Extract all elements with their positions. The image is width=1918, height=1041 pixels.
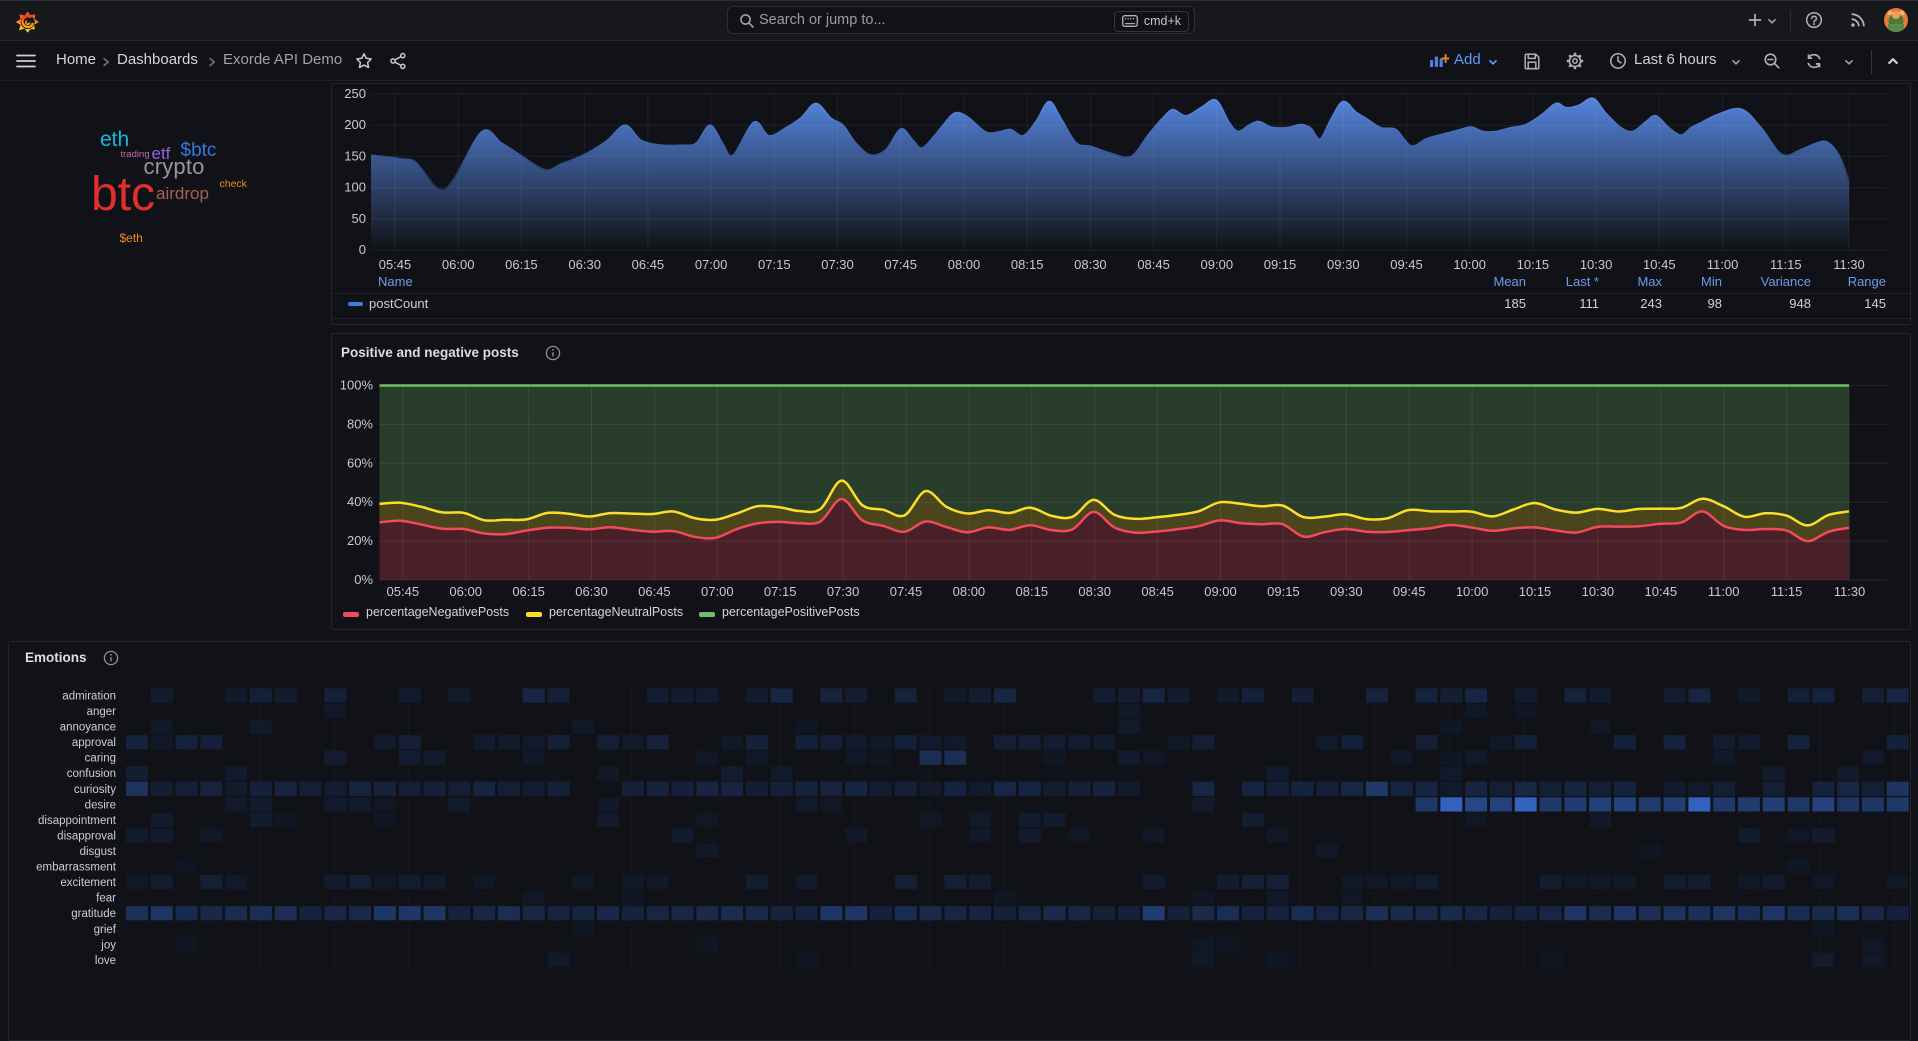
svg-text:09:45: 09:45 xyxy=(1390,257,1423,272)
svg-text:06:30: 06:30 xyxy=(575,584,608,599)
svg-text:08:00: 08:00 xyxy=(948,257,981,272)
svg-text:50: 50 xyxy=(352,211,366,226)
svg-text:09:15: 09:15 xyxy=(1267,584,1300,599)
svg-text:0%: 0% xyxy=(354,572,373,587)
svg-text:caring: caring xyxy=(85,753,116,765)
svg-text:05:45: 05:45 xyxy=(387,584,420,599)
svg-text:embarrassment: embarrassment xyxy=(36,862,117,874)
svg-text:08:30: 08:30 xyxy=(1074,257,1107,272)
svg-text:08:00: 08:00 xyxy=(953,584,986,599)
svg-text:08:15: 08:15 xyxy=(1011,257,1044,272)
svg-text:10:00: 10:00 xyxy=(1453,257,1486,272)
svg-text:07:45: 07:45 xyxy=(884,257,917,272)
svg-text:07:15: 07:15 xyxy=(764,584,797,599)
svg-text:06:00: 06:00 xyxy=(449,584,482,599)
svg-text:10:45: 10:45 xyxy=(1645,584,1678,599)
svg-text:10:30: 10:30 xyxy=(1580,257,1613,272)
svg-text:08:30: 08:30 xyxy=(1078,584,1111,599)
svg-text:11:00: 11:00 xyxy=(1708,584,1740,599)
svg-text:10:45: 10:45 xyxy=(1643,257,1676,272)
svg-text:approval: approval xyxy=(72,737,116,749)
svg-text:09:15: 09:15 xyxy=(1264,257,1297,272)
svg-text:admiration: admiration xyxy=(62,691,116,703)
svg-text:09:30: 09:30 xyxy=(1330,584,1363,599)
svg-text:desire: desire xyxy=(85,799,116,811)
svg-text:11:30: 11:30 xyxy=(1834,584,1866,599)
svg-text:09:00: 09:00 xyxy=(1201,257,1234,272)
svg-text:20%: 20% xyxy=(347,533,373,548)
svg-text:250: 250 xyxy=(344,86,366,101)
svg-text:disapproval: disapproval xyxy=(57,831,116,843)
svg-text:60%: 60% xyxy=(347,455,373,470)
svg-text:150: 150 xyxy=(344,148,366,163)
svg-text:07:45: 07:45 xyxy=(890,584,923,599)
svg-text:anger: anger xyxy=(87,706,117,718)
svg-text:40%: 40% xyxy=(347,494,373,509)
svg-text:09:30: 09:30 xyxy=(1327,257,1360,272)
svg-text:11:15: 11:15 xyxy=(1770,257,1802,272)
svg-text:07:30: 07:30 xyxy=(821,257,854,272)
svg-text:06:45: 06:45 xyxy=(638,584,671,599)
svg-text:80%: 80% xyxy=(347,416,373,431)
svg-text:disappointment: disappointment xyxy=(38,815,117,827)
svg-text:curiosity: curiosity xyxy=(74,784,116,796)
svg-text:10:30: 10:30 xyxy=(1582,584,1615,599)
svg-text:love: love xyxy=(95,955,116,967)
svg-text:disgust: disgust xyxy=(80,846,117,858)
svg-text:09:45: 09:45 xyxy=(1393,584,1426,599)
svg-text:10:15: 10:15 xyxy=(1517,257,1550,272)
svg-text:11:00: 11:00 xyxy=(1707,257,1739,272)
svg-text:06:30: 06:30 xyxy=(568,257,601,272)
svg-text:gratitude: gratitude xyxy=(71,908,116,920)
svg-text:09:00: 09:00 xyxy=(1204,584,1237,599)
svg-text:06:00: 06:00 xyxy=(442,257,475,272)
svg-text:06:15: 06:15 xyxy=(505,257,538,272)
svg-text:07:00: 07:00 xyxy=(701,584,734,599)
svg-text:05:45: 05:45 xyxy=(379,257,412,272)
svg-text:confusion: confusion xyxy=(67,768,116,780)
svg-text:06:15: 06:15 xyxy=(512,584,545,599)
svg-text:100: 100 xyxy=(344,180,366,195)
svg-text:08:15: 08:15 xyxy=(1016,584,1049,599)
svg-text:10:15: 10:15 xyxy=(1519,584,1552,599)
svg-text:11:30: 11:30 xyxy=(1833,257,1865,272)
svg-text:06:45: 06:45 xyxy=(632,257,665,272)
svg-text:10:00: 10:00 xyxy=(1456,584,1489,599)
svg-text:07:15: 07:15 xyxy=(758,257,791,272)
svg-text:fear: fear xyxy=(96,893,116,905)
svg-text:07:30: 07:30 xyxy=(827,584,860,599)
svg-text:100%: 100% xyxy=(340,378,374,393)
svg-text:11:15: 11:15 xyxy=(1771,584,1803,599)
svg-text:annoyance: annoyance xyxy=(60,722,116,734)
svg-text:grief: grief xyxy=(94,924,117,936)
svg-text:200: 200 xyxy=(344,117,366,132)
svg-text:08:45: 08:45 xyxy=(1137,257,1170,272)
svg-text:joy: joy xyxy=(100,939,116,951)
svg-text:0: 0 xyxy=(359,242,366,257)
svg-text:excitement: excitement xyxy=(60,877,116,889)
svg-text:07:00: 07:00 xyxy=(695,257,728,272)
svg-text:08:45: 08:45 xyxy=(1141,584,1174,599)
